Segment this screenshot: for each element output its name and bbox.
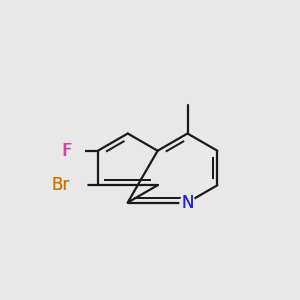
Circle shape <box>69 143 84 158</box>
Text: Br: Br <box>51 176 69 194</box>
Text: N: N <box>181 194 194 211</box>
Text: F: F <box>61 142 71 160</box>
Circle shape <box>64 174 87 197</box>
Circle shape <box>180 195 195 210</box>
Text: F: F <box>62 142 71 160</box>
Text: Br: Br <box>52 176 70 194</box>
Text: N: N <box>181 194 194 211</box>
